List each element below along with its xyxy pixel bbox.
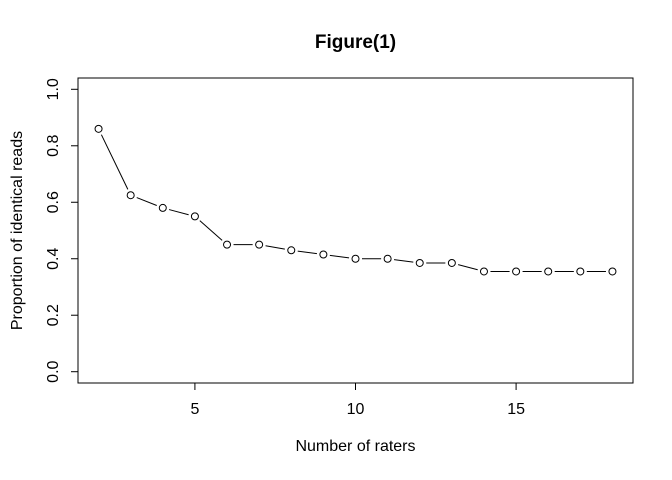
data-point-marker [287,246,296,255]
data-point-marker [576,267,585,276]
data-point-marker [479,267,488,276]
data-point-marker [447,258,456,267]
data-point-marker [415,258,424,267]
data-point-marker [608,267,617,276]
data-point-marker [319,250,328,259]
x-axis-tick-label: 5 [190,401,199,418]
y-axis-tick-label: 0.2 [45,304,62,326]
series-line-segment [329,254,350,259]
data-point-marker [223,240,232,249]
data-point-marker [94,124,103,133]
y-axis-tick-label: 0.8 [45,135,62,157]
series-line-segment [458,264,478,271]
data-point-marker [383,254,392,263]
chart-title: Figure(1) [314,32,397,53]
series-line-segment [393,259,414,263]
data-point-marker [190,212,199,221]
data-point-marker [544,267,553,276]
y-axis-tick-label: 0.6 [45,191,62,213]
data-point-marker [351,254,360,263]
x-axis-tick-label: 15 [507,401,525,418]
y-axis-label: Proportion of identical reads [9,130,27,331]
data-point-marker [126,191,135,200]
data-point-marker [512,267,521,276]
series-line-segment [265,245,285,250]
series-line-segment [100,134,129,190]
x-axis-tick-label: 10 [347,401,365,418]
y-axis-tick-label: 0.0 [45,360,62,382]
series-line-segment [297,250,318,255]
series-line-segment [136,197,157,206]
x-axis-label: Number of raters [295,438,416,455]
series-line-segment [168,209,189,216]
y-axis-tick-label: 1.0 [45,78,62,100]
series-line-segment [199,220,223,241]
y-axis-tick-label: 0.4 [45,248,62,270]
data-point-marker [255,240,264,249]
plot-box [77,77,634,384]
data-point-marker [158,203,167,212]
y-axis-label-wrap: Proportion of identical reads [0,78,36,383]
